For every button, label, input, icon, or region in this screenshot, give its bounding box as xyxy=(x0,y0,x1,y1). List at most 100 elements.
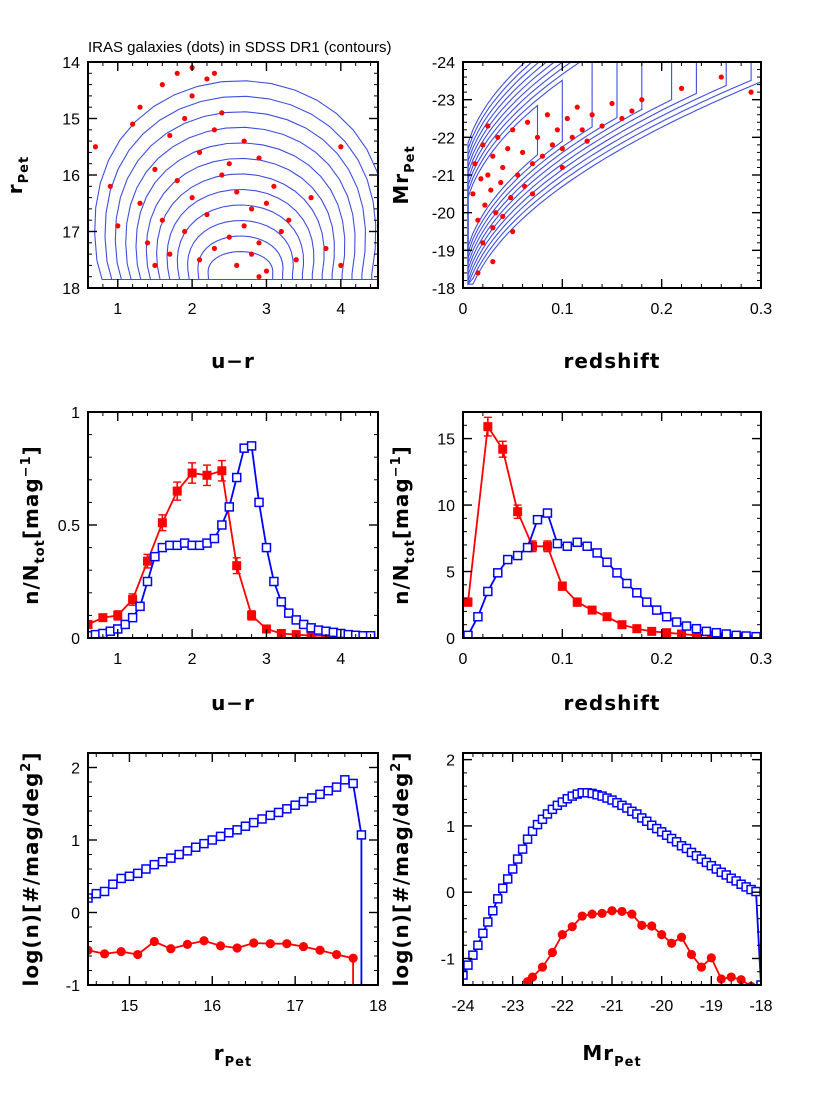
series-line-iras xyxy=(467,424,756,638)
scatter-point xyxy=(256,274,262,280)
panel-p1: 1 2 3 4 14 15 16 17 18 u−r rPet xyxy=(3,55,379,373)
scatter-point xyxy=(248,206,255,212)
scatter-point xyxy=(241,223,247,229)
data-marker xyxy=(276,628,286,638)
data-marker xyxy=(99,949,110,959)
series-line-iras xyxy=(88,469,371,638)
scatter-point xyxy=(478,176,484,182)
data-marker xyxy=(247,610,257,620)
data-marker xyxy=(282,804,292,814)
scatter-point xyxy=(495,134,501,140)
scatter-point xyxy=(234,262,240,268)
y-axis-label-post: [mag xyxy=(389,477,413,539)
scatter-point xyxy=(174,70,180,76)
data-marker xyxy=(463,970,468,980)
x-tick-label: 16 xyxy=(203,998,221,1015)
contour-line xyxy=(467,62,593,259)
scatter-point xyxy=(130,121,136,127)
y-tick-label: 10 xyxy=(437,498,455,515)
scatter-point xyxy=(508,195,514,201)
x-tick-label: -18 xyxy=(749,998,772,1015)
y-axis-label: rPet xyxy=(3,156,32,194)
y-axis-label-main: log(n)[#/mag/deg xyxy=(389,772,413,987)
x-axis-label-sub: Pet xyxy=(225,1055,253,1070)
data-marker xyxy=(157,518,167,528)
x-tick-label: -19 xyxy=(700,998,723,1015)
data-marker xyxy=(249,938,259,948)
scatter-point xyxy=(219,110,225,116)
y-tick-label: 14 xyxy=(62,55,80,72)
data-marker xyxy=(651,605,662,615)
data-marker xyxy=(592,548,602,558)
scatter-point xyxy=(510,127,516,133)
scatter-point xyxy=(226,234,232,240)
scatter-point xyxy=(639,97,645,103)
x-tick-label: 17 xyxy=(286,998,304,1015)
data-marker xyxy=(261,542,272,553)
scatter-point xyxy=(182,115,188,122)
data-marker xyxy=(257,814,267,824)
data-marker xyxy=(282,939,292,949)
data-marker xyxy=(284,608,294,618)
contour-line xyxy=(467,62,727,285)
data-marker xyxy=(108,879,118,889)
scatter-point xyxy=(211,70,218,76)
x-tick-label: 2 xyxy=(188,651,197,668)
scatter-point xyxy=(107,183,113,189)
data-marker xyxy=(323,785,334,796)
scatter-point xyxy=(211,245,218,252)
data-marker xyxy=(315,945,325,955)
data-marker xyxy=(174,849,184,860)
scatter-point xyxy=(589,112,595,118)
scatter-point xyxy=(271,183,277,189)
y-axis-label-sub: tot xyxy=(403,539,418,563)
scatter-point xyxy=(515,172,521,178)
data-marker xyxy=(701,626,712,637)
x-tick-label: 4 xyxy=(336,301,345,318)
data-marker xyxy=(627,909,637,919)
x-tick-label: 3 xyxy=(262,301,271,318)
data-marker xyxy=(88,945,93,955)
scatter-point xyxy=(323,245,329,252)
x-axis-label-main: u−r xyxy=(211,349,255,373)
y-axis-label-end: ] xyxy=(389,445,413,455)
data-marker xyxy=(88,619,93,629)
scatter-point xyxy=(748,89,754,95)
axes-frame xyxy=(462,411,762,639)
data-marker xyxy=(141,864,151,874)
data-marker xyxy=(276,597,287,607)
scatter-point xyxy=(472,161,478,167)
scatter-point xyxy=(234,189,240,195)
scatter-point xyxy=(569,134,575,140)
scatter-point xyxy=(196,257,203,263)
data-marker xyxy=(562,541,573,552)
data-marker xyxy=(721,629,731,638)
data-marker xyxy=(254,497,264,508)
y-tick-label: 16 xyxy=(62,168,80,185)
data-marker xyxy=(127,612,138,623)
y-tick-label: 0 xyxy=(446,885,455,902)
scatter-point xyxy=(189,93,195,99)
scatter-point xyxy=(529,161,536,167)
y-axis-label: n/Ntot[mag−1] xyxy=(389,445,418,605)
y-axis-label: log(n)[#/mag/deg2] xyxy=(19,752,43,987)
x-axis-label: rPet xyxy=(214,1041,252,1070)
y-tick-label: -22 xyxy=(432,130,455,147)
y-tick-label: 0 xyxy=(71,906,80,923)
x-tick-label: -20 xyxy=(650,998,673,1015)
data-marker xyxy=(182,939,193,950)
data-marker xyxy=(202,470,212,480)
y-tick-label: -1 xyxy=(66,978,80,995)
plot-area xyxy=(463,416,761,638)
y-tick-label: 15 xyxy=(437,432,455,449)
scatter-point xyxy=(144,240,151,246)
data-marker xyxy=(265,810,276,821)
scatter-point xyxy=(241,138,247,144)
data-marker xyxy=(120,619,130,630)
contour-line xyxy=(467,62,673,276)
scatter-point xyxy=(539,153,546,159)
data-marker xyxy=(522,834,533,844)
x-axis-label-sub: Pet xyxy=(614,1055,642,1070)
scatter-point xyxy=(189,195,195,201)
